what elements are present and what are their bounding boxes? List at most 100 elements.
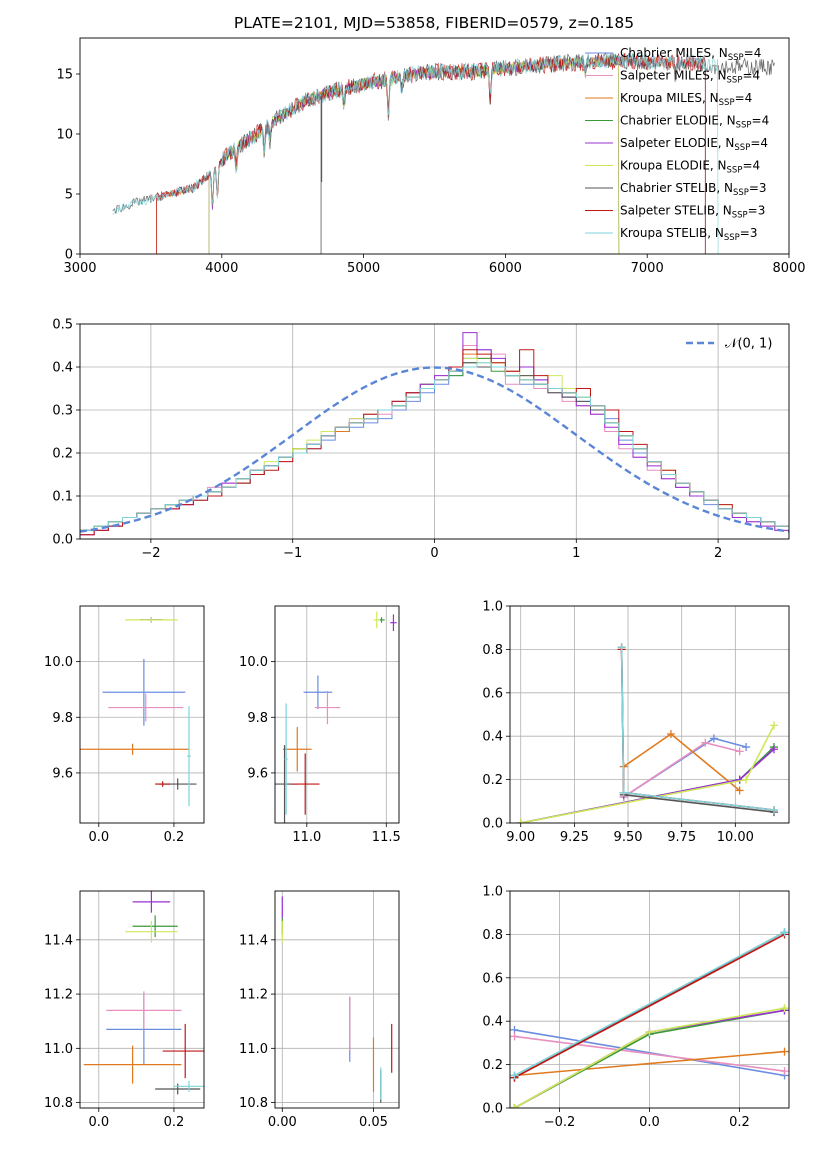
legend-suffix: =3 [748,204,766,218]
weight-line [514,1035,785,1072]
weight-line [514,931,785,1077]
x-tick-label: 2 [714,546,722,561]
x-tick-label: −0.2 [544,1115,576,1130]
weight-marker [645,1028,654,1037]
spectrum-line [112,52,719,254]
weight-marker [780,1067,789,1076]
x-tick-label: 1 [572,546,580,561]
legend-subscript: SSP [736,121,752,131]
weight-marker [735,747,744,756]
legend-label: Salpeter MILES, NSSP=4 [620,69,760,86]
panel-spectrum: 3000 4000 5000 6000 7000 8000 0 5 10 15 Chabrier M… [56,37,806,276]
y-tick-label: 0.8 [482,643,503,658]
legend-subscript: SSP [733,188,749,198]
weight-line [620,649,775,811]
weight-marker [769,805,778,814]
errorbar-point [282,727,312,772]
x-tick-label: 6000 [489,261,522,276]
y-tick-label: 0.4 [52,361,73,376]
y-tick-label: 10.0 [239,655,268,670]
figure-title: PLATE=2101, MJD=53858, FIBERID=0579, z=0… [234,14,634,32]
legend-subscript: SSP [724,233,740,243]
panel-mass_vs_ebv: 0.00 0.05 10.8 11.0 11.2 11.4 [239,890,400,1130]
spectrum-line [156,55,706,254]
axes-frame [274,890,400,1109]
y-tick-label: 11.4 [44,933,73,948]
y-tick-label: 0.6 [482,686,503,701]
x-tick-label: 0 [430,546,438,561]
y-tick-label: 15 [56,68,73,83]
x-tick-label: 0.0 [88,830,109,845]
spectrum-line [156,55,706,254]
x-tick-label: 9.00 [506,830,535,845]
y-tick-label: 0 [65,248,73,263]
legend-label: Chabrier MILES, NSSP=4 [620,46,761,63]
x-tick-label: 3000 [63,261,96,276]
y-tick-label: 11.2 [44,988,73,1003]
legend-suffix: =4 [742,159,760,173]
legend-label: Salpeter STELIB, NSSP=3 [620,204,765,221]
weight-marker [666,730,675,739]
weight-marker [780,928,789,937]
errorbar-point [373,611,380,629]
errorbar-point [108,693,184,722]
errorbar-point [390,614,397,632]
spectrum-line [208,55,620,254]
weight-marker [510,1032,519,1041]
weight-marker [742,775,751,784]
x-tick-label: 8000 [772,261,805,276]
y-tick-label: 9.6 [247,766,268,781]
axes-frame [509,605,790,824]
errorbar-point [102,658,186,726]
legend-label: Chabrier ELODIE, NSSP=4 [620,114,769,131]
spectrum-line [208,55,620,254]
plot-area-mass_weight_vs_Z [510,928,789,1108]
legend-suffix: =4 [750,136,768,150]
weight-marker [510,1071,519,1080]
axes-frame [274,605,400,824]
plot-area-mass_weight_vs_age [516,643,778,823]
errorbar-point [290,753,320,815]
x-tick-label: 11.0 [292,830,321,845]
x-tick-label: 9.25 [560,830,589,845]
y-tick-label: 0.8 [482,928,503,943]
y-tick-label: 0.2 [482,1058,503,1073]
axes-frame [79,890,205,1109]
y-tick-label: 5 [65,188,73,203]
y-tick-label: 0.4 [482,730,503,745]
legend-label: Kroupa ELODIE, NSSP=4 [620,159,760,176]
errorbar-point [132,891,171,913]
weight-marker [769,721,778,730]
x-tick-label: 11.5 [372,830,401,845]
axes-frame [509,890,790,1109]
legend-label: Kroupa MILES, NSSP=4 [620,91,752,108]
x-tick-label: 7000 [631,261,664,276]
spectrum-line [156,54,706,254]
y-tick-label: 0.0 [482,1102,503,1117]
weight-line [623,737,747,798]
panel-age_vs_Z: 0.0 0.2 9.6 9.8 10.0 [44,605,205,845]
y-tick-label: 10.0 [44,655,73,670]
y-tick-label: 9.6 [52,766,73,781]
y-tick-label: 11.0 [239,1042,268,1057]
weight-marker [709,734,718,743]
y-tick-label: 10 [56,128,73,143]
weight-marker [769,745,778,754]
legend-suffix: =4 [752,114,770,128]
y-tick-label: 0.1 [52,490,73,505]
weight-line [520,748,775,823]
x-tick-label: 9.50 [614,830,643,845]
x-tick-label: 0.2 [164,1115,185,1130]
y-tick-label: 0.2 [482,773,503,788]
weight-line [620,647,775,811]
weight-marker [780,1047,789,1056]
weight-marker [619,788,628,797]
y-tick-label: 0.3 [52,404,73,419]
legend-subscript: SSP [727,166,743,176]
panel-residuals: −2 −1 0 1 2 0.0 0.1 0.2 0.3 0.4 0.5 𝒩(0, 1) [52,318,790,561]
spectrum-line [208,56,620,254]
errorbar-point [155,781,171,787]
errorbar-point [314,690,341,725]
y-tick-label: 10.8 [239,1096,268,1111]
